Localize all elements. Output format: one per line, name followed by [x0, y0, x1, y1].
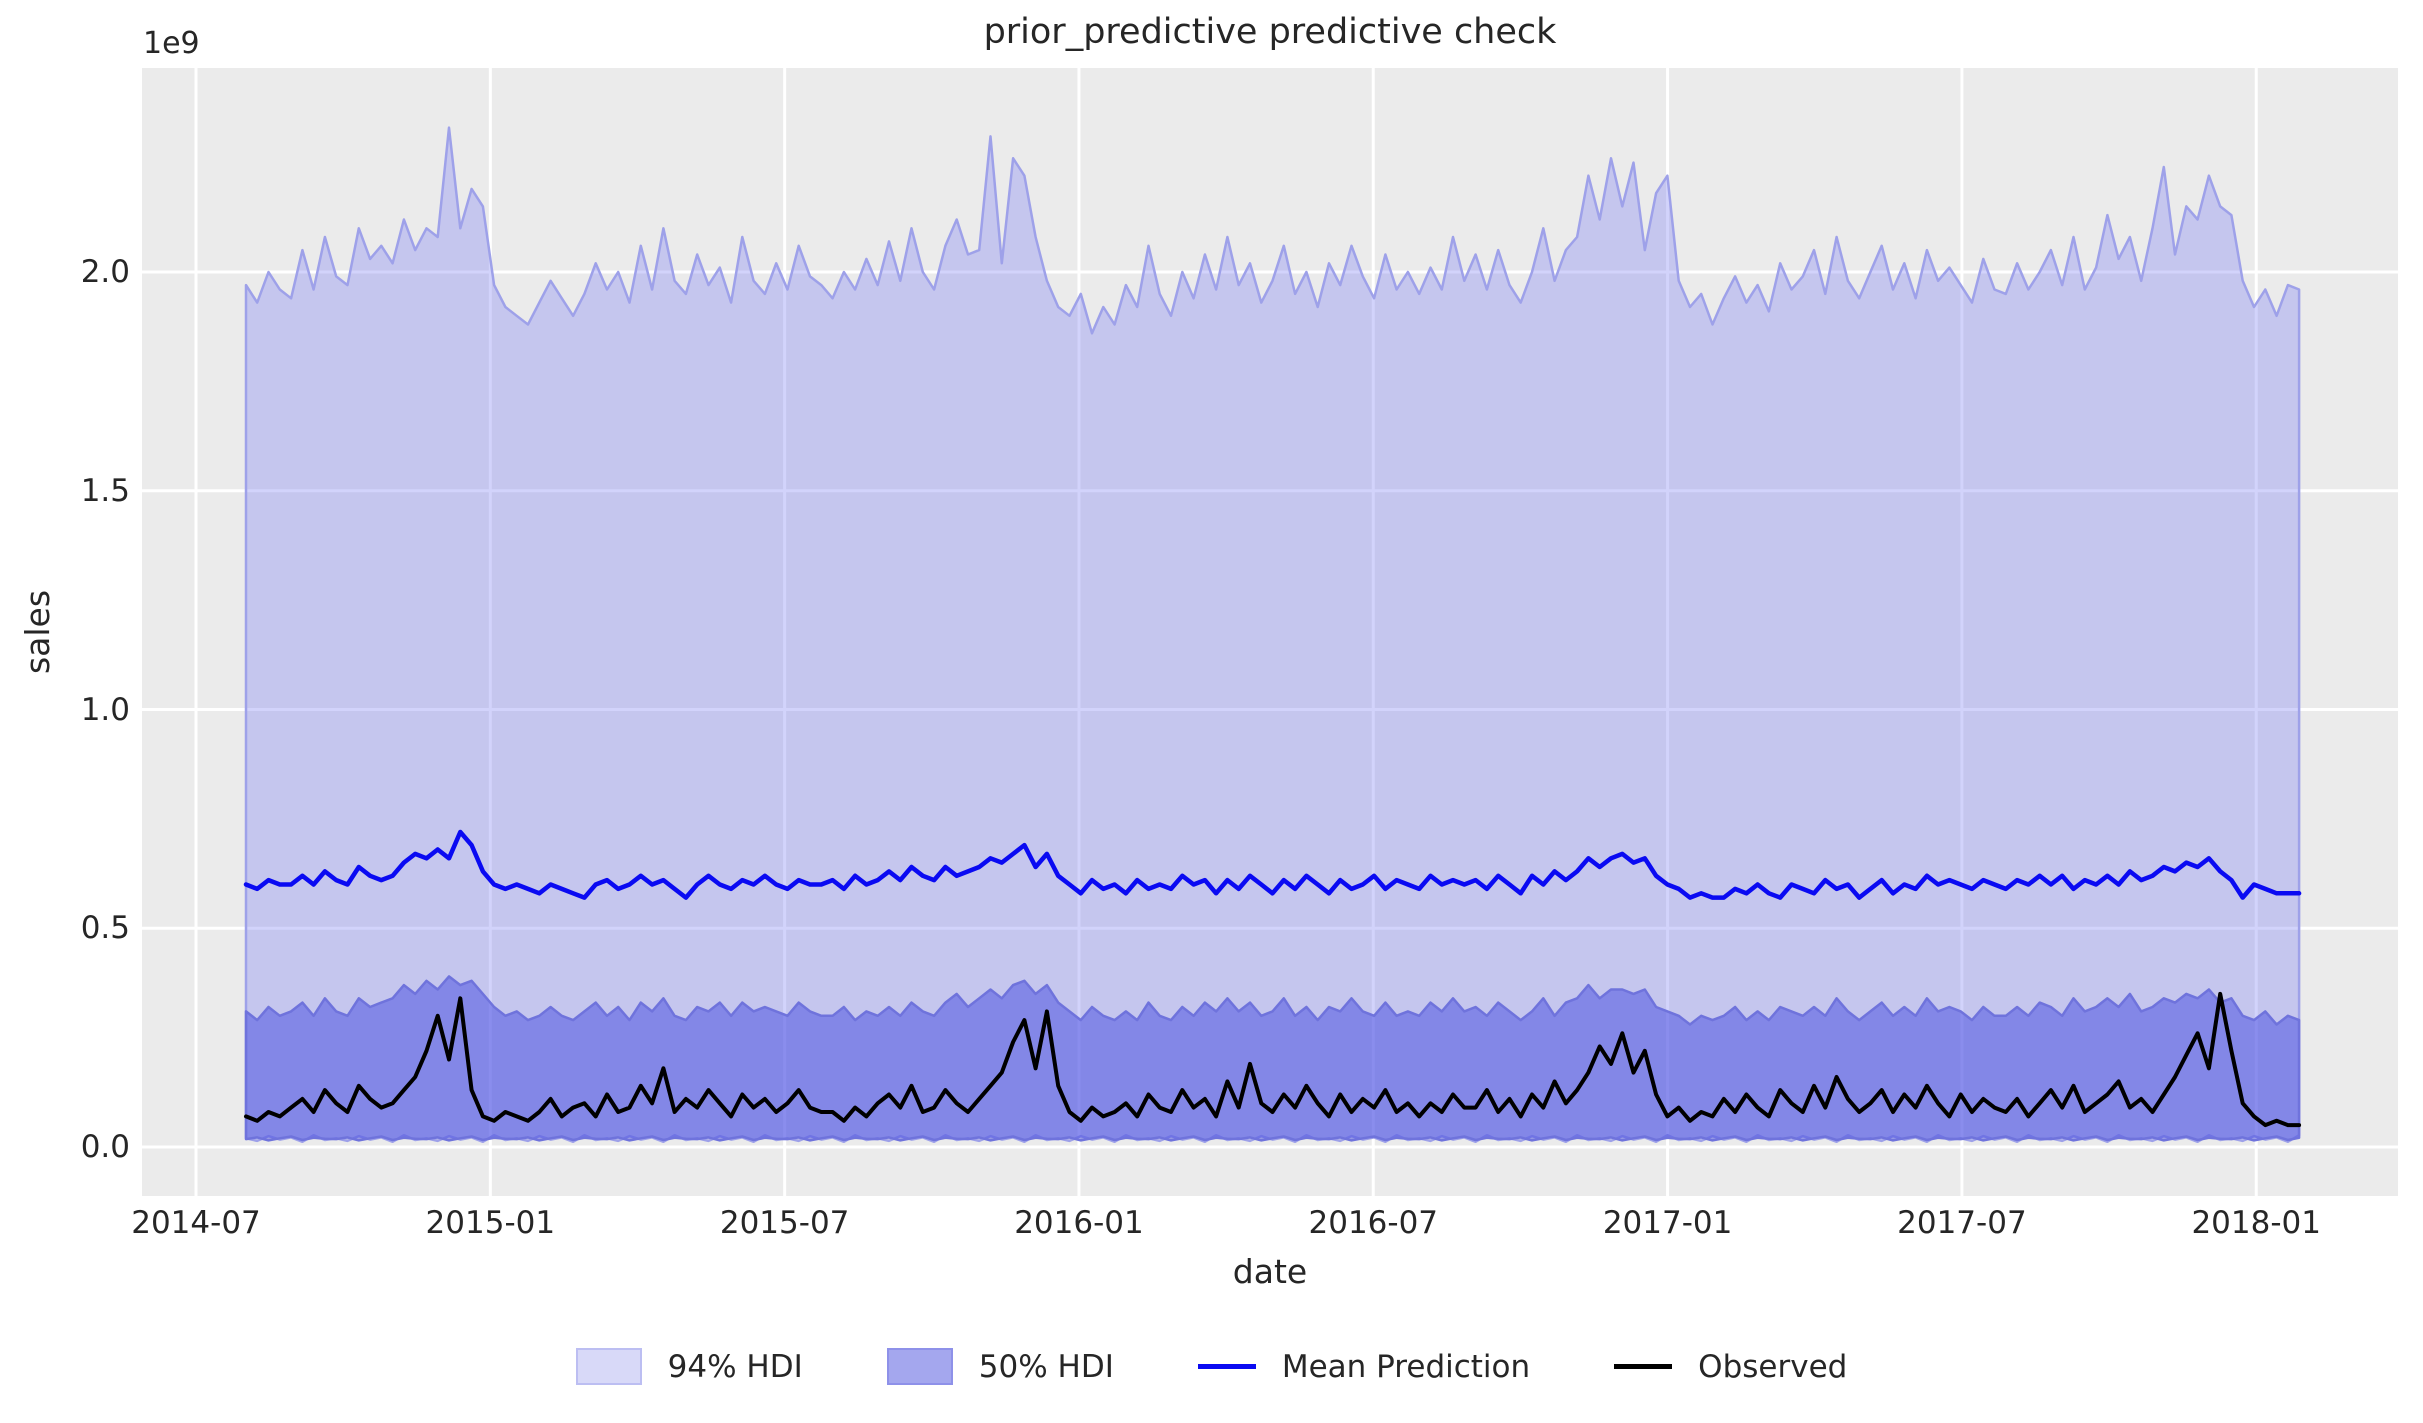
hdi-50-swatch	[886, 1348, 953, 1385]
x-tick-label: 2015-01	[425, 1205, 556, 1241]
legend-item-observed: Observed	[1614, 1349, 1847, 1385]
x-tick-label: 2017-01	[1602, 1205, 1733, 1241]
legend-item-94-hdi: 94% HDI	[575, 1348, 803, 1385]
legend-item-mean-prediction: Mean Prediction	[1197, 1348, 1531, 1385]
legend-label-94-hdi: 94% HDI	[667, 1348, 803, 1385]
y-tick-label: 2.0	[80, 254, 130, 290]
y-axis-label: sales	[18, 589, 57, 675]
axes-background	[142, 68, 2398, 1196]
y-tick-label: 0.0	[80, 1129, 130, 1165]
legend-item-50-hdi: 50% HDI	[886, 1348, 1114, 1385]
y-tick-label: 1.5	[80, 472, 130, 509]
y-tick-label: 0.5	[80, 910, 130, 947]
hdi-94-swatch	[575, 1348, 642, 1385]
x-tick-label: 2014-07	[131, 1205, 261, 1241]
observed-line	[244, 991, 2302, 1128]
x-tick-label: 2016-01	[1014, 1205, 1144, 1241]
legend-label-50-hdi: 50% HDI	[978, 1348, 1114, 1385]
legend-label-mean-prediction: Mean Prediction	[1281, 1348, 1531, 1385]
x-tick-label: 2018-01	[2191, 1205, 2321, 1241]
x-tick-label: 2016-07	[1308, 1205, 1439, 1241]
chart-title: prior_predictive predictive check	[983, 12, 1557, 52]
legend-label-observed: Observed	[1698, 1348, 1848, 1385]
x-tick-label: 2015-07	[719, 1205, 850, 1241]
y-tick-label: 1.0	[80, 691, 130, 728]
mean-prediction-line	[243, 829, 2302, 900]
x-tick-label: 2017-07	[1897, 1205, 2027, 1241]
x-axis-label: date	[1232, 1252, 1308, 1291]
mean-prediction-swatch	[1197, 1364, 1256, 1369]
y-axis-offset-label: 1e9	[143, 26, 200, 61]
legend: 94% HDI 50% HDI Mean Prediction Observed	[0, 1348, 2423, 1385]
observed-swatch	[1614, 1364, 1673, 1369]
